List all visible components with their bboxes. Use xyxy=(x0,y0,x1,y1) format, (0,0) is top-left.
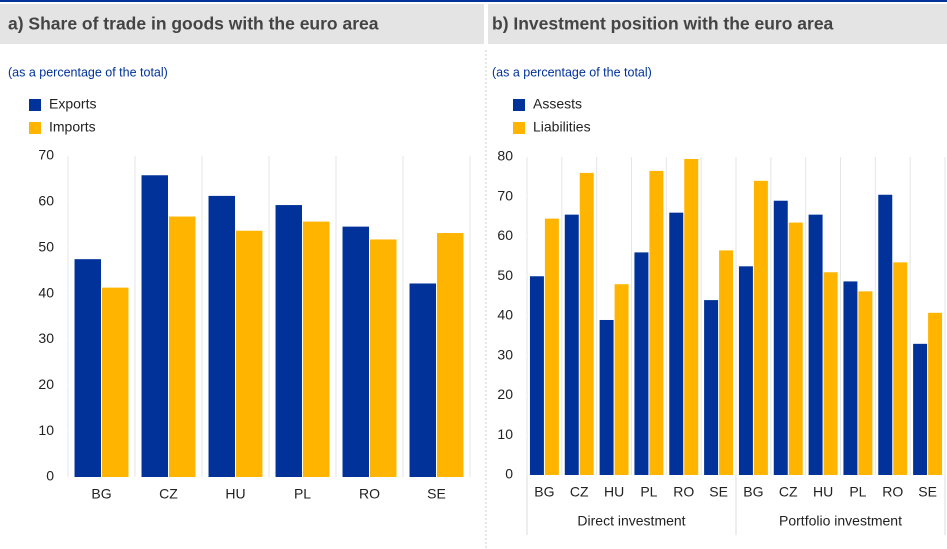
x-tick-label: CZ xyxy=(570,484,589,500)
x-tick-label: BG xyxy=(743,484,763,500)
bar xyxy=(928,312,943,475)
bar xyxy=(544,218,559,476)
x-tick-label: SE xyxy=(918,484,937,500)
bar xyxy=(753,180,768,475)
bar xyxy=(858,291,873,475)
bar xyxy=(236,230,263,477)
bar xyxy=(409,283,436,477)
bar xyxy=(303,221,330,477)
y-tick-label: 40 xyxy=(38,284,54,300)
y-tick-label: 60 xyxy=(497,227,513,243)
bar xyxy=(74,259,101,477)
x-tick-label: PL xyxy=(640,484,657,500)
y-tick-label: 0 xyxy=(505,466,513,482)
bar xyxy=(579,172,594,475)
y-tick-label: 80 xyxy=(497,148,513,164)
x-tick-label: HU xyxy=(604,484,624,500)
bar xyxy=(169,216,196,477)
bar xyxy=(437,233,464,477)
bar xyxy=(614,284,629,475)
top-rule xyxy=(0,0,947,2)
legend-swatch xyxy=(513,122,525,134)
chart-subtitle: (as a percentage of the total) xyxy=(8,65,168,79)
header-bg xyxy=(0,4,484,44)
bar xyxy=(529,276,544,475)
legend-label: Assests xyxy=(533,96,582,112)
x-tick-label: RO xyxy=(882,484,903,500)
legend-swatch xyxy=(513,99,525,111)
y-tick-label: 70 xyxy=(497,187,513,203)
x-tick-label: RO xyxy=(359,486,380,502)
bar xyxy=(564,214,579,475)
legend-label: Exports xyxy=(49,96,96,112)
bar xyxy=(878,194,893,475)
x-tick-label: PL xyxy=(294,486,311,502)
bar xyxy=(649,170,664,475)
bar xyxy=(773,200,788,475)
x-tick-label: BG xyxy=(91,486,111,502)
group-label: Direct investment xyxy=(577,513,685,529)
x-tick-label: CZ xyxy=(779,484,798,500)
bar xyxy=(738,266,753,475)
legend-label: Liabilities xyxy=(533,119,591,135)
legend-swatch xyxy=(29,122,41,134)
y-tick-label: 10 xyxy=(497,426,513,442)
chart-subtitle: (as a percentage of the total) xyxy=(492,65,652,79)
x-tick-label: SE xyxy=(709,484,728,500)
x-tick-label: PL xyxy=(849,484,866,500)
group-label: Portfolio investment xyxy=(779,513,902,529)
bar xyxy=(342,226,369,477)
bar xyxy=(669,212,684,475)
bar xyxy=(275,205,302,477)
bar xyxy=(370,239,397,477)
bar xyxy=(808,214,823,475)
x-tick-label: CZ xyxy=(159,486,178,502)
bar xyxy=(141,175,168,477)
y-tick-label: 0 xyxy=(46,468,54,484)
x-tick-label: HU xyxy=(813,484,833,500)
y-tick-label: 60 xyxy=(38,193,54,209)
legend-label: Imports xyxy=(49,119,96,135)
x-tick-label: BG xyxy=(534,484,554,500)
bar xyxy=(208,195,235,477)
header-bg xyxy=(488,4,947,44)
y-tick-label: 40 xyxy=(497,307,513,323)
y-tick-label: 50 xyxy=(38,238,54,254)
y-tick-label: 70 xyxy=(38,147,54,163)
x-tick-label: RO xyxy=(673,484,694,500)
x-tick-label: SE xyxy=(427,486,446,502)
bar xyxy=(102,287,129,477)
bar xyxy=(704,300,719,475)
bar xyxy=(684,158,699,476)
chart-title: a) Share of trade in goods with the euro… xyxy=(8,14,379,34)
x-tick-label: HU xyxy=(225,486,245,502)
bar xyxy=(788,222,803,475)
y-tick-label: 30 xyxy=(38,330,54,346)
chart-title: b) Investment position with the euro are… xyxy=(492,14,834,34)
y-tick-label: 10 xyxy=(38,422,54,438)
y-tick-label: 20 xyxy=(497,386,513,402)
bar xyxy=(634,252,649,475)
bar xyxy=(893,262,908,475)
bar xyxy=(843,281,858,475)
bar xyxy=(823,272,838,475)
bar xyxy=(599,319,614,475)
bar xyxy=(913,343,928,475)
bar xyxy=(719,250,734,475)
y-tick-label: 50 xyxy=(497,267,513,283)
y-tick-label: 30 xyxy=(497,346,513,362)
legend-swatch xyxy=(29,99,41,111)
y-tick-label: 20 xyxy=(38,376,54,392)
